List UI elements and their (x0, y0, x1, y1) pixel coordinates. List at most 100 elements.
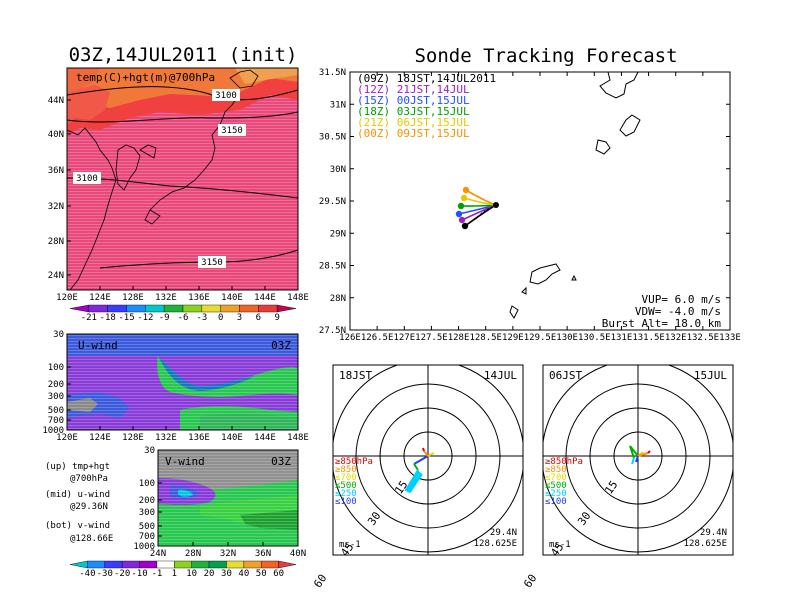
hodograph-date: 14JUL (484, 369, 517, 382)
colorbar-swatch (182, 304, 203, 313)
tick-label: 300 (48, 392, 64, 402)
legend-line: (bot) v-wind (45, 521, 110, 531)
hodograph-date: 15JUL (694, 369, 727, 382)
tick-label: 32N (220, 549, 236, 559)
v-wind-panel (158, 450, 298, 546)
colorbar-tick: -30 (97, 569, 113, 579)
hodograph-lon: 128.625E (474, 539, 517, 549)
tick-label: 40N (290, 549, 306, 559)
tick-label: 136E (188, 293, 210, 303)
landing-point (462, 186, 470, 194)
contour-label: 3100 (76, 174, 98, 184)
ring-label: 15 (392, 478, 410, 496)
colorbar-swatch (239, 304, 259, 313)
tick-label: 148E (287, 293, 309, 303)
tick-label: 128E (122, 433, 144, 443)
colorbar-tick: -1 (152, 569, 163, 579)
colorbar-tick: -6 (178, 313, 189, 323)
launch-legend-entry: (12Z) 21JST,14JUL (357, 83, 470, 96)
tick-label: 133E (719, 333, 741, 343)
tick-label: 500 (48, 406, 64, 416)
hodograph-trace (422, 447, 425, 452)
v-wind-label: V-wind (165, 455, 205, 468)
hodograph-lon: 128.625E (684, 539, 727, 549)
tick-label: 144E (254, 293, 276, 303)
left-title: 03Z,14JUL2011 (init) (69, 44, 298, 66)
colorbar-tick: 60 (273, 569, 284, 579)
ring-label: 30 (575, 509, 593, 527)
colorbar-tick: 0 (218, 313, 223, 323)
tick-label: 140E (221, 433, 243, 443)
tick-label: 30N (330, 165, 346, 175)
level-legend-entry: ≥850 (335, 465, 357, 475)
contour-label: 3150 (221, 126, 243, 136)
tick-label: 126.5E (361, 333, 394, 343)
tick-label: 132E (155, 293, 177, 303)
level-legend-entry: ≥850hPa (335, 457, 373, 467)
tick-label: 136E (188, 433, 210, 443)
temperature-map (67, 68, 298, 290)
track-lon-ticks: 126E 126.5E 127E 127.5E 128E 128.5E 129E 129.5E… (339, 72, 741, 343)
temperature-colorbar: -21 -18 -15 -12 -9 -6 -3 0 3 6 9 (69, 304, 297, 323)
hodograph-trace (647, 450, 651, 454)
level-legend-entry: ≥850 (545, 465, 567, 475)
map-lon-ticks: 120E 124E 128E 132E 136E 140E 144E 148E (56, 286, 309, 303)
level-legend-entry: ≥850hPa (545, 457, 583, 467)
param-vdw: VDW= -4.0 m/s (635, 305, 721, 318)
hodograph-trace (423, 450, 429, 457)
tick-label: 131E (611, 333, 633, 343)
tick-label: 129E (502, 333, 524, 343)
hodograph-trace (413, 463, 419, 471)
tick-label: 132E (155, 433, 177, 443)
ring-label: 30 (365, 509, 383, 527)
left-legend: (up) tmp+hgt @700hPa (mid) u-wind @29.36… (45, 462, 113, 544)
tick-label: 132E (665, 333, 687, 343)
tick-label: 700 (48, 416, 64, 426)
level-legend-entry: ≤700 (545, 473, 567, 483)
colorbar-swatch (126, 304, 146, 313)
colorbar-tick: -3 (196, 313, 207, 323)
level-legend-entry: ≤100 (545, 497, 567, 507)
tick-label: 100 (139, 479, 155, 489)
tick-label: 200 (139, 496, 155, 506)
map-panel-label: temp(C)+hgt(m)@700hPa (76, 71, 215, 84)
ring-label: 60 (521, 572, 539, 590)
contour-label: 3100 (215, 91, 237, 101)
launch-legend-entry: (15Z) 00JST,15JUL (357, 94, 470, 107)
colorbar-swatch (174, 560, 192, 569)
tick-label: 127.5E (415, 333, 448, 343)
tick-label: 44N (48, 96, 64, 106)
tick-label: 1000 (133, 542, 155, 552)
map-lat-ticks: 44N 40N 36N 32N 28N 24N (48, 96, 71, 281)
tick-label: 300 (139, 508, 155, 518)
ring-label: 60 (311, 572, 329, 590)
level-legend-entry: ≤500 (545, 481, 567, 491)
tick-label: 130E (556, 333, 578, 343)
colorbar-swatch (69, 304, 90, 313)
tick-label: 140E (221, 293, 243, 303)
legend-line: @128.66E (70, 534, 113, 544)
ring-label: 45 (338, 541, 356, 559)
wind-colorbar: -40 -30 -20 -10 -1 1 10 20 30 40 50 60 (69, 560, 297, 579)
tick-label: 30 (53, 330, 64, 340)
colorbar-swatch (145, 304, 165, 313)
landing-point (460, 194, 468, 202)
tick-label: 144E (254, 433, 276, 443)
colorbar-swatch (208, 560, 227, 569)
tick-label: 128.5E (469, 333, 502, 343)
legend-line: (mid) u-wind (45, 490, 110, 500)
tick-label: 28N (185, 549, 201, 559)
right-title: Sonde Tracking Forecast (414, 45, 677, 67)
tick-label: 700 (139, 532, 155, 542)
colorbar-tick: 30 (221, 569, 232, 579)
colorbar-swatch (87, 560, 105, 569)
colorbar-tick: -12 (137, 313, 153, 323)
colorbar-swatch (156, 560, 175, 569)
hodograph-trace (629, 445, 639, 459)
colorbar-swatch (278, 560, 297, 569)
tick-label: 130.5E (578, 333, 611, 343)
track-map-frame (349, 71, 731, 331)
tick-label: 27.5N (319, 326, 346, 336)
